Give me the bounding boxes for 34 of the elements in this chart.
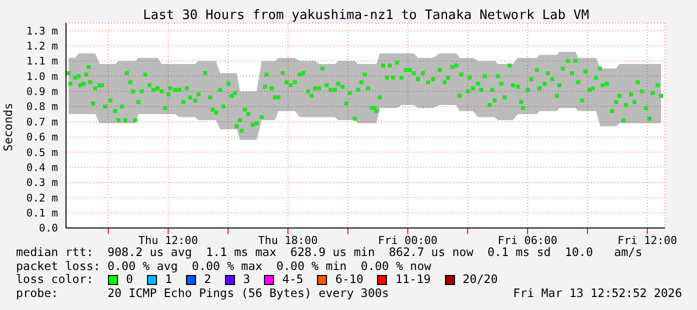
x-tick-label: Thu 12:00: [138, 234, 198, 247]
y-tick-label: 0.3 m: [26, 177, 58, 190]
x-tick-label: Fri 00:00: [378, 234, 438, 247]
y-tick-label: 1.3 m: [26, 25, 58, 38]
text: 6-10: [335, 272, 364, 286]
y-tick-label: 1.2 m: [26, 40, 58, 53]
x-tick-label: Fri 06:00: [498, 234, 558, 247]
text: median rtt: 908.2 us avg 1.1 ms max 628.9 us min 862.7 us now 0.1 ms sd 10.0 am/s: [16, 245, 644, 260]
y-tick-label: 0.9 m: [26, 86, 58, 98]
y-tick-label: 0.2 m: [26, 192, 58, 204]
y-tick-label: 0.0: [39, 222, 58, 235]
text: 1: [165, 272, 172, 286]
y-tick-label: 0.4 m: [26, 162, 58, 174]
text: loss color:: [16, 272, 94, 286]
y-axis-title: Seconds: [1, 102, 15, 154]
text: probe: 20 ICMP Echo Pings (56 Bytes) every 300s: [16, 286, 389, 300]
text: 2: [204, 272, 212, 286]
y-tick-label: 1.0 m: [26, 70, 58, 83]
y-tick-label: 0.7 m: [26, 116, 58, 128]
x-tick-label: Fri 12:00: [618, 234, 678, 247]
y-tick-label: 0.8 m: [26, 101, 58, 114]
y-tick-label: 1.1 m: [26, 56, 58, 68]
text: 0: [126, 272, 134, 286]
y-tick-label: 0.1 m: [26, 208, 58, 220]
x-tick-label: Thu 18:00: [258, 234, 318, 247]
text: 11-19: [395, 272, 431, 286]
y-tick-label: 0.5 m: [26, 146, 58, 159]
y-tick-label: 0.6 m: [26, 132, 58, 144]
text: Fri Mar 13 12:52:52 2026: [513, 286, 682, 300]
text: 3: [243, 272, 250, 286]
text: packet loss: 0.00 % avg 0.00 % max 0.00 % min 0.00 % now: [16, 258, 432, 273]
text: 20/20: [462, 272, 498, 286]
text: 4-5: [282, 272, 304, 286]
chart-title: Last 30 Hours from yakushima-nz1 to Tanaka Network Lab VM: [142, 8, 590, 23]
